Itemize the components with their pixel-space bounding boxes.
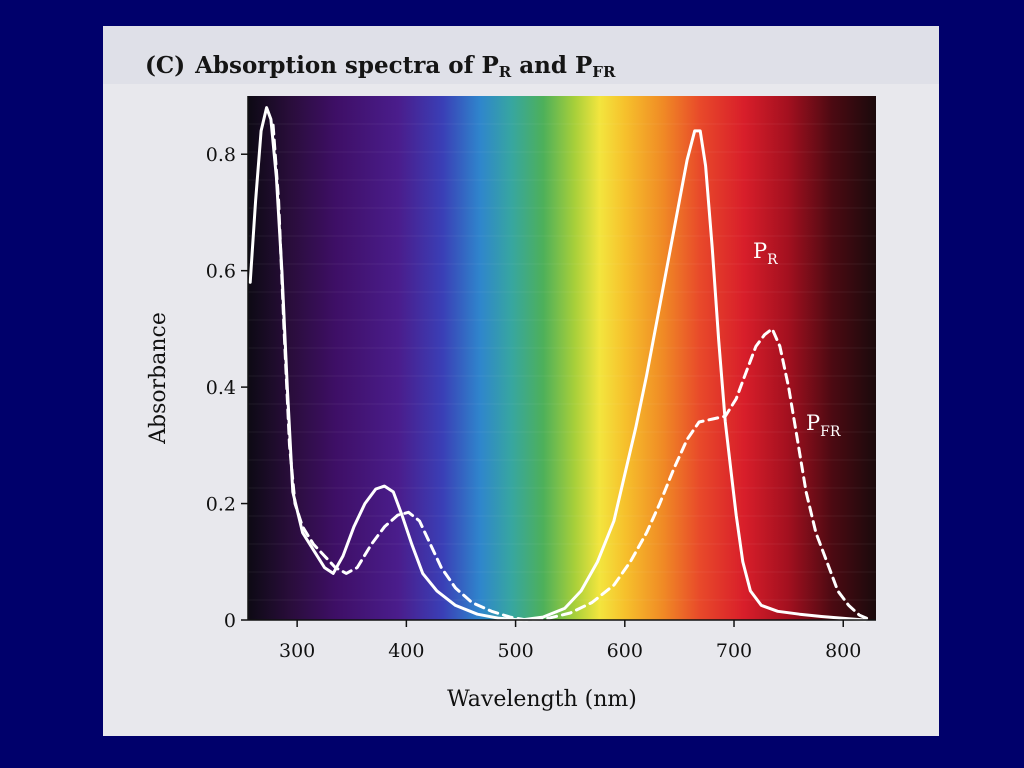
title-sub-r: R (498, 63, 512, 81)
title-sub-fr: FR (592, 63, 616, 81)
series-line-pr (248, 106, 867, 622)
x-tick-label: 600 (607, 640, 643, 662)
y-tick-label: 0.4 (206, 377, 236, 399)
x-tick-label: 400 (388, 640, 424, 662)
x-tick-label: 700 (716, 640, 752, 662)
scanned-figure-page: (C) Absorption spectra of PR and PFR (103, 26, 939, 736)
series-line-pfr (271, 123, 872, 622)
x-axis-label: Wavelength (nm) (447, 687, 637, 712)
panel-label: (C) (145, 52, 186, 79)
series-label-pr: PR (753, 239, 778, 268)
y-axis-label: Absorbance (146, 312, 171, 445)
spectrum-background (248, 96, 876, 620)
absorption-chart: 300 400 500 600 700 800 0 0.2 0.4 0.6 0.8 Wavelengt… (146, 96, 876, 712)
page-header-band (103, 26, 939, 84)
x-tick-label: 500 (497, 640, 533, 662)
x-tick-label: 300 (279, 640, 315, 662)
y-tick-label: 0.6 (206, 261, 236, 283)
series-label-pfr: PFR (806, 411, 841, 440)
chart-title: (C) Absorption spectra of PR and PFR (145, 52, 615, 81)
y-tick-label: 0 (224, 610, 236, 632)
x-tick-label: 800 (825, 640, 861, 662)
y-tick-label: 0.2 (206, 494, 236, 516)
title-middle: and P (511, 52, 593, 79)
y-tick-label: 0.8 (206, 144, 236, 166)
title-prefix: Absorption spectra of P (195, 52, 499, 79)
